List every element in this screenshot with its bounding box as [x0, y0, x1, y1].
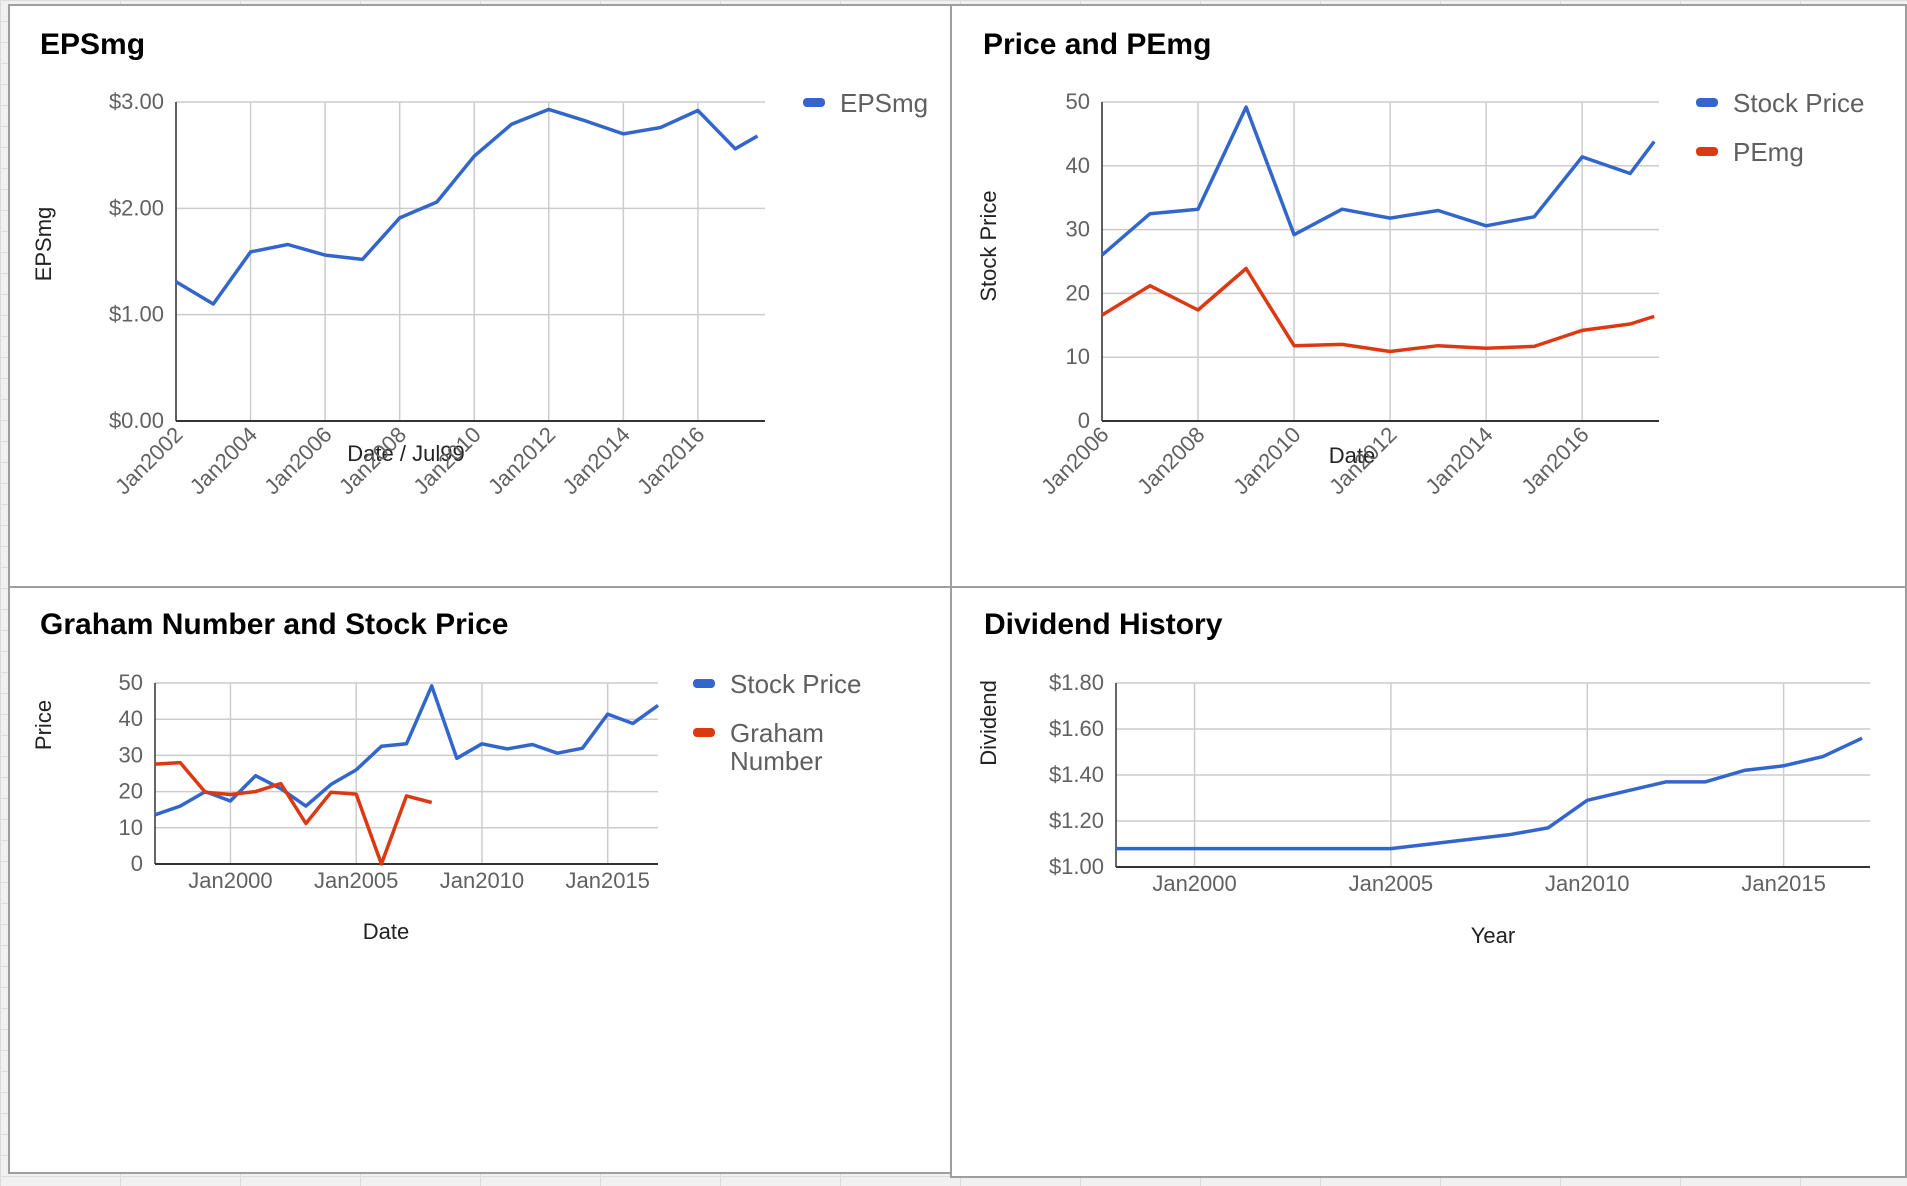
series-line-pemg [1101, 266, 1655, 354]
y-tick-label: $1.80 [1049, 670, 1104, 695]
legend-swatch [693, 679, 715, 688]
x-tick-label: Jan2015 [565, 868, 649, 893]
x-tick-label: Jan2005 [1349, 871, 1433, 896]
dividend-chart-panel: Dividend History Year Dividend $1.00 $1.2… [950, 586, 1907, 1178]
y-tick-label: $3.00 [109, 89, 164, 114]
series-line-graham-number [154, 760, 433, 866]
y-tick-label: 0 [131, 851, 143, 876]
y-tick-label: $0.00 [109, 408, 164, 433]
y-tick-label: 10 [119, 815, 143, 840]
legend-swatch [693, 728, 715, 737]
x-tick-label: Jan2006 [259, 422, 336, 499]
y-tick-label: $1.00 [109, 302, 164, 327]
y-axis-title: Price [31, 700, 56, 750]
x-axis-title: Date [1329, 443, 1375, 468]
y-tick-label: $1.20 [1049, 808, 1104, 833]
series-line-stock-price [1100, 105, 1656, 257]
x-tick-label: Jan2014 [558, 422, 635, 499]
y-axis-title: EPSmg [31, 207, 56, 282]
y-tick-label: 10 [1066, 344, 1090, 369]
x-axis-title: Date / Jul99 [347, 441, 464, 466]
legend-label: Stock Price [1733, 88, 1865, 118]
x-axis-title: Date [363, 919, 409, 944]
legend-swatch [1696, 98, 1718, 107]
y-tick-label: 30 [1066, 217, 1090, 242]
legend-label: Stock Price [730, 669, 862, 699]
series-line-dividend [1116, 736, 1863, 851]
x-tick-label: Jan2005 [314, 868, 398, 893]
legend-label: EPSmg [840, 88, 928, 118]
y-tick-label: 40 [1066, 153, 1090, 178]
series-line-epsmg [175, 107, 759, 306]
x-tick-label: Jan2000 [1152, 871, 1236, 896]
legend-swatch [1696, 147, 1718, 156]
x-tick-label: Jan2010 [440, 868, 524, 893]
legend-label: Graham [730, 718, 824, 748]
x-tick-label: Jan2014 [1420, 422, 1497, 499]
x-axis-title: Year [1471, 923, 1515, 948]
x-tick-label: Jan2010 [1545, 871, 1629, 896]
y-tick-label: 20 [119, 779, 143, 804]
y-tick-label: $1.00 [1049, 854, 1104, 879]
y-axis-title: Dividend [976, 680, 1001, 766]
x-tick-label: Jan2016 [1516, 422, 1593, 499]
y-tick-label: 40 [119, 706, 143, 731]
dividend-chart: Dividend History Year Dividend $1.00 $1.2… [976, 608, 1870, 948]
price-pe-chart: Price and PEmg Date Stock Price 0 10 20 30 4… [976, 28, 1865, 499]
graham-chart: Graham Number and Stock Price Date Price… [31, 608, 862, 944]
eps-chart: EPSmg Date / Jul99 EPSmg $0.00 $1.00 $2.00… [31, 28, 928, 499]
x-tick-label: Jan2002 [110, 422, 187, 499]
x-tick-label: Jan2000 [188, 868, 272, 893]
eps-chart-panel: EPSmg Date / Jul99 EPSmg $0.00 $1.00 $2.00… [8, 4, 953, 591]
graham-chart-panel: Graham Number and Stock Price Date Price… [8, 586, 953, 1174]
y-tick-label: $2.00 [109, 195, 164, 220]
chart-title: Graham Number and Stock Price [40, 608, 509, 641]
y-tick-label: $1.60 [1049, 716, 1104, 741]
x-tick-label: Jan2006 [1036, 422, 1113, 499]
legend-label: PEmg [1733, 137, 1804, 167]
legend-label: Number [730, 746, 823, 776]
x-tick-label: Jan2016 [632, 422, 709, 499]
y-tick-label: 50 [119, 670, 143, 695]
y-tick-label: 50 [1066, 89, 1090, 114]
x-tick-label: Jan2015 [1741, 871, 1825, 896]
chart-title: Price and PEmg [983, 28, 1211, 61]
price-pe-chart-panel: Price and PEmg Date Stock Price 0 10 20 30 4… [950, 4, 1907, 591]
x-tick-label: Jan2012 [483, 422, 560, 499]
y-axis-title: Stock Price [976, 190, 1001, 301]
y-tick-label: 30 [119, 742, 143, 767]
y-tick-label: $1.40 [1049, 762, 1104, 787]
legend-swatch [803, 98, 825, 107]
y-tick-label: 20 [1066, 280, 1090, 305]
chart-title: Dividend History [984, 608, 1223, 641]
chart-title: EPSmg [40, 28, 145, 61]
y-tick-label: 0 [1078, 408, 1090, 433]
x-tick-label: Jan2010 [1228, 422, 1305, 499]
x-tick-label: Jan2008 [1132, 422, 1209, 499]
x-tick-label: Jan2004 [185, 422, 262, 499]
